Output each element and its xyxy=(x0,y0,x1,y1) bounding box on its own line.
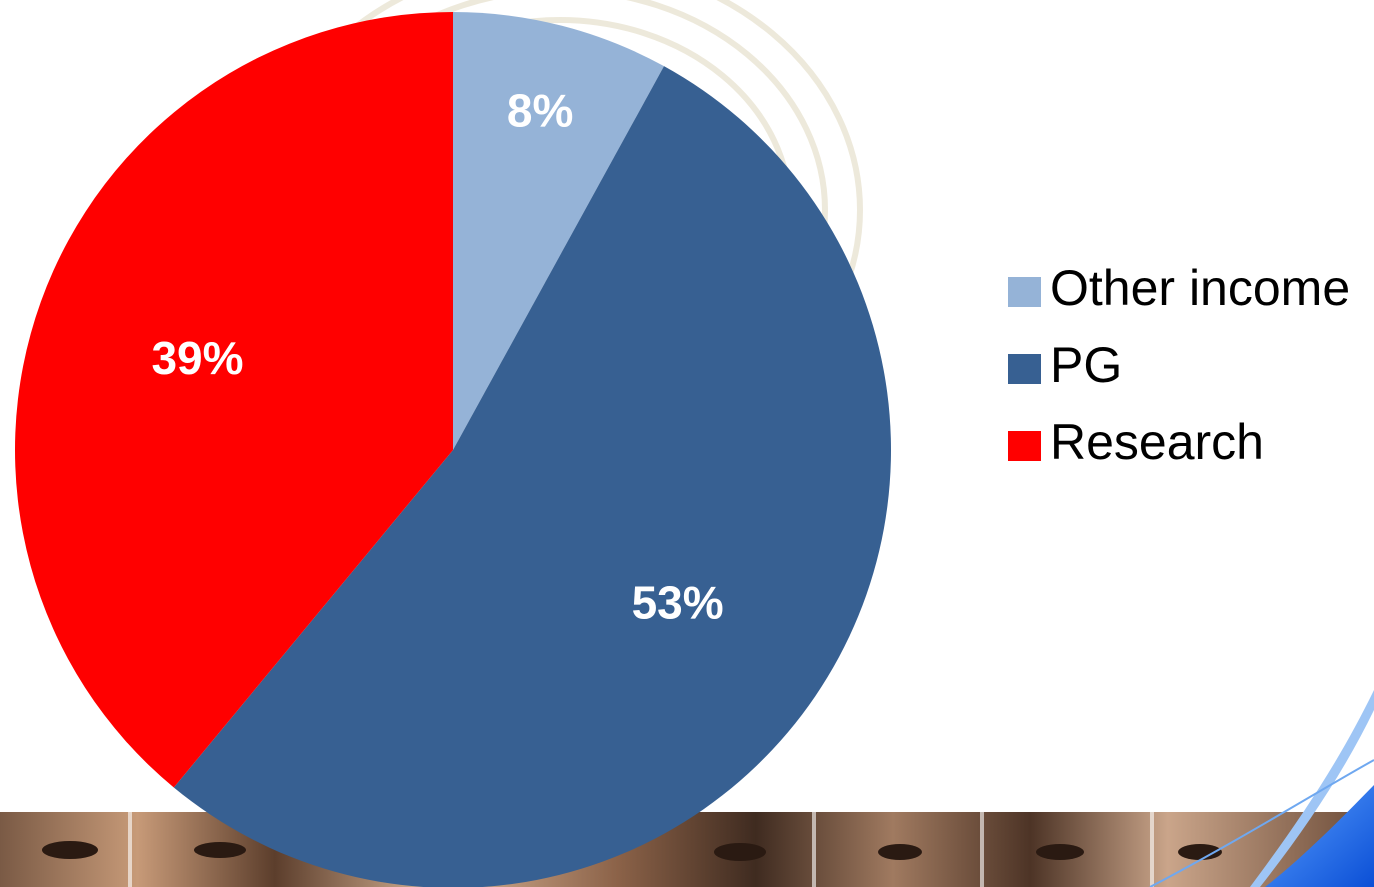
legend-item-research: Research xyxy=(1008,404,1374,481)
legend-swatch-research xyxy=(1008,431,1041,461)
legend-label-research: Research xyxy=(1050,414,1264,470)
legend-label-pg: PG xyxy=(1050,337,1123,393)
chart-legend: Other income PG Research xyxy=(1008,250,1374,481)
legend-swatch-pg xyxy=(1008,354,1041,384)
legend-item-other-income: Other income xyxy=(1008,250,1374,327)
pie-slice-pg xyxy=(173,66,891,887)
legend-label-other-income: Other income xyxy=(1050,260,1351,316)
pie-data-labels: 8% 53% 39% xyxy=(151,85,723,629)
data-label-research: 39% xyxy=(151,332,243,384)
pie-slices xyxy=(15,12,891,887)
legend-item-pg: PG xyxy=(1008,327,1374,404)
legend-swatch-other-income xyxy=(1008,277,1041,307)
blue-swoosh-graphic xyxy=(1149,690,1374,887)
pie-slice-research xyxy=(15,12,453,788)
data-label-pg: 53% xyxy=(632,577,724,629)
data-label-other-income: 8% xyxy=(507,85,573,137)
pie-slice-other-income xyxy=(453,12,665,450)
